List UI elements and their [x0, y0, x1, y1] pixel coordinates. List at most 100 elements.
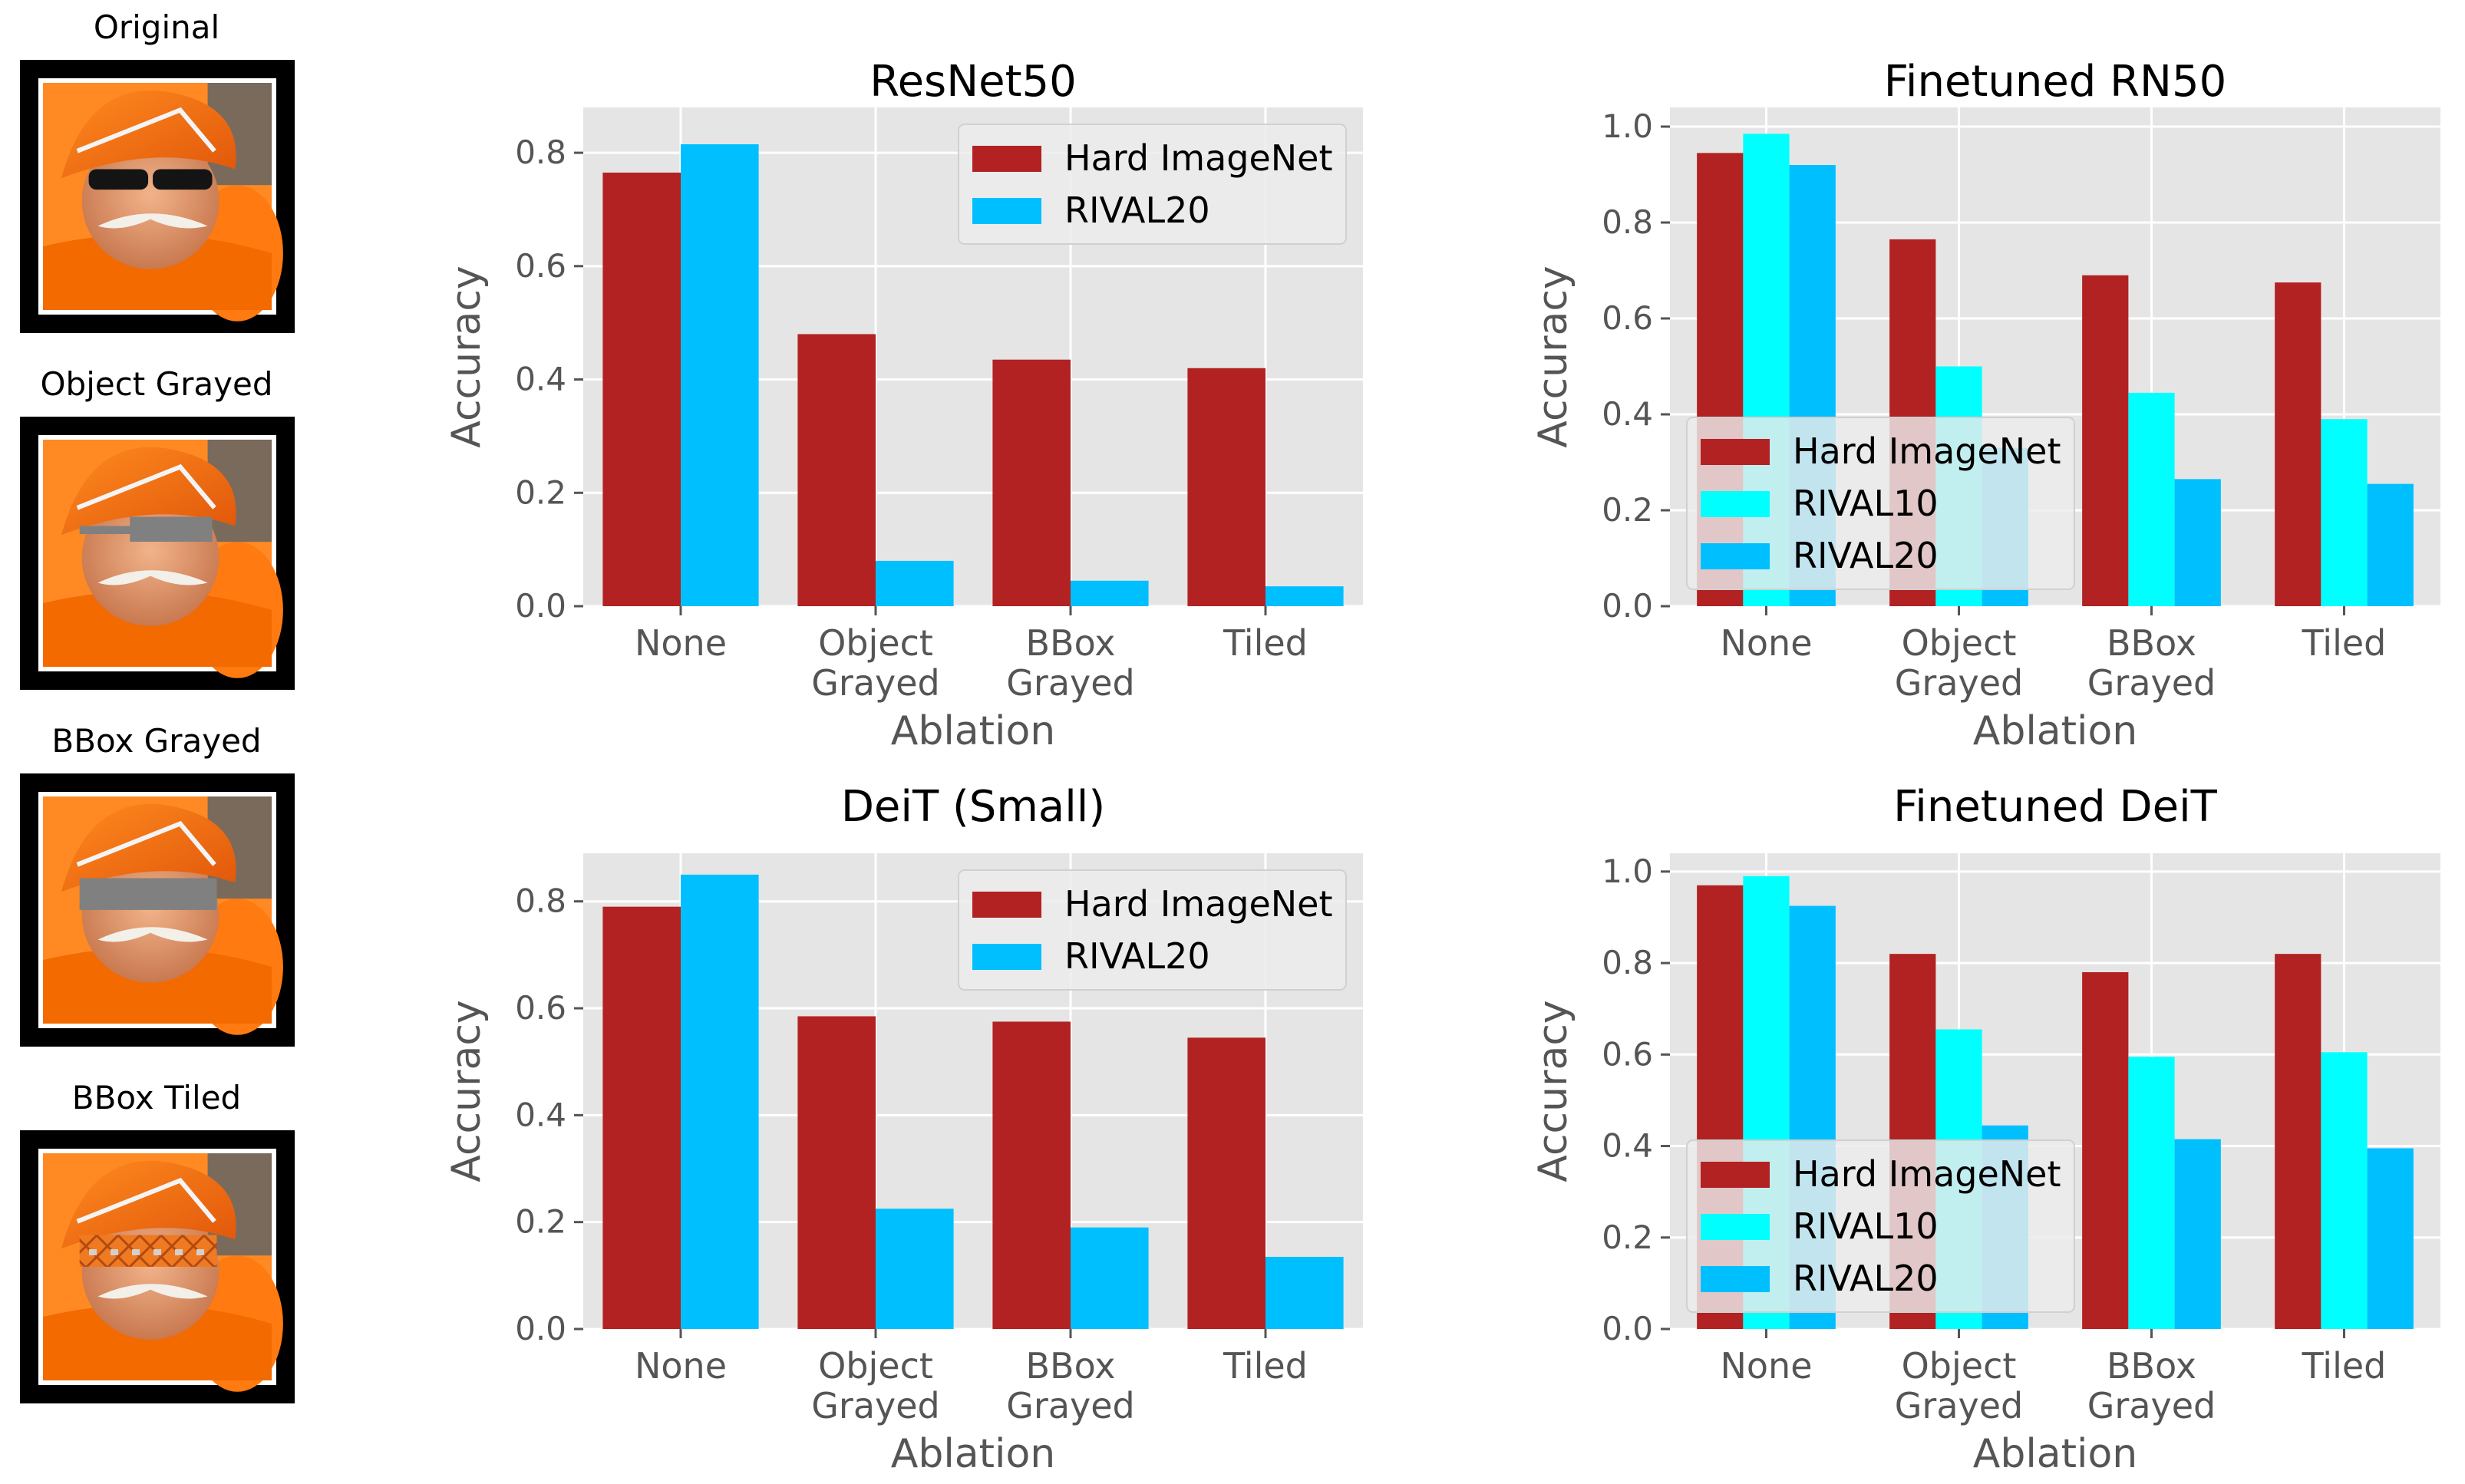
- bar-rival20: [1071, 1227, 1149, 1329]
- bar-hard-imagenet: [602, 172, 681, 606]
- bar-rival20: [2367, 483, 2414, 606]
- y-axis-label: Accuracy: [444, 265, 490, 447]
- x-tick-label: Tiled: [1223, 1345, 1308, 1387]
- y-axis-label: Accuracy: [1530, 1000, 1576, 1182]
- thumbnail-column: Original Object Grayed BBox Grayed BBox Til…: [20, 8, 295, 1403]
- x-tick-label: Tiled: [2302, 622, 2387, 664]
- charts-grid: 0.0 0.2 0.4 0.6 0.8 None Object Grayed BBox Graye…: [444, 57, 2440, 1477]
- bar-hard-imagenet: [797, 334, 876, 606]
- bar-hard-imagenet: [992, 359, 1071, 606]
- chart-title: Finetuned DeiT: [1893, 782, 2218, 832]
- bar-rival20: [1265, 586, 1344, 606]
- x-tick-label: Object Grayed: [811, 622, 939, 704]
- bar-hard-imagenet: [2275, 954, 2321, 1329]
- y-tick-label: 0.6: [1602, 299, 1653, 337]
- y-tick-label: 0.4: [1602, 1127, 1653, 1165]
- bar-hard-imagenet: [602, 906, 681, 1329]
- thumbnail-bbox-gray: BBox Grayed: [20, 722, 295, 1047]
- x-tick-label: None: [635, 1345, 727, 1387]
- y-tick-label: 0.6: [1602, 1035, 1653, 1073]
- y-tick-label: 0.2: [515, 473, 566, 511]
- portrait-image: [43, 440, 283, 678]
- legend-label: RIVAL20: [1793, 1258, 1939, 1299]
- thumbnail-label: Object Grayed: [40, 365, 272, 403]
- y-tick-label: 0.8: [1602, 203, 1653, 241]
- legend-label: Hard ImageNet: [1064, 883, 1333, 925]
- thumbnail-none: Original: [20, 8, 295, 333]
- legend-swatch: [1701, 491, 1770, 517]
- x-tick-label: None: [1720, 622, 1812, 664]
- chart-finetuned-rn50: 0.0 0.2 0.4 0.6 0.8 1.0 None Object Grayed BBox Gr…: [1530, 57, 2440, 754]
- y-axis-label: Accuracy: [444, 1000, 490, 1182]
- x-tick-label: Object Grayed: [1895, 1345, 2023, 1426]
- portrait-image: [43, 83, 283, 322]
- legend-swatch: [972, 146, 1041, 172]
- bar-rival20: [1265, 1256, 1344, 1329]
- x-tick-label: None: [1720, 1345, 1812, 1387]
- bar-hard-imagenet: [2082, 972, 2129, 1329]
- legend: Hard ImageNet RIVAL10 RIVAL20: [1686, 417, 2075, 590]
- y-tick-label: 0.8: [515, 134, 566, 171]
- x-axis-label: Ablation: [1973, 708, 2138, 754]
- y-tick-label: 0.4: [515, 361, 566, 398]
- bbox-tiled-mask: [79, 1235, 217, 1267]
- legend-swatch: [1701, 543, 1770, 569]
- y-tick-label: 0.0: [1602, 1310, 1653, 1347]
- y-tick-label: 0.0: [515, 587, 566, 625]
- bar-hard-imagenet: [2275, 282, 2321, 606]
- y-tick-label: 1.0: [1602, 852, 1653, 890]
- bar-rival10: [2128, 392, 2175, 606]
- legend-label: Hard ImageNet: [1793, 1153, 2061, 1195]
- legend: Hard ImageNet RIVAL10 RIVAL20: [1686, 1139, 2075, 1313]
- x-tick-label: Tiled: [2302, 1345, 2387, 1387]
- bar-hard-imagenet: [1187, 1037, 1265, 1329]
- y-tick-label: 0.8: [515, 882, 566, 920]
- y-tick-label: 0.2: [1602, 491, 1653, 529]
- legend-label: RIVAL10: [1793, 483, 1939, 524]
- legend-swatch: [972, 892, 1041, 918]
- x-axis-label: Ablation: [1973, 1431, 2138, 1477]
- x-tick-label: BBox Grayed: [2087, 622, 2216, 704]
- y-tick-label: 0.4: [515, 1096, 566, 1133]
- thumbnail-label: BBox Tiled: [72, 1079, 241, 1116]
- bar-hard-imagenet: [2082, 275, 2129, 606]
- bar-rival10: [2321, 1052, 2368, 1329]
- y-tick-label: 0.0: [515, 1310, 566, 1347]
- chart-title: Finetuned RN50: [1884, 57, 2226, 107]
- legend-label: Hard ImageNet: [1793, 430, 2061, 472]
- thumbnail-bbox-tiled: BBox Tiled: [20, 1079, 295, 1403]
- bar-rival20: [2174, 479, 2221, 606]
- bar-rival20: [2174, 1139, 2221, 1329]
- y-tick-label: 0.8: [1602, 944, 1653, 981]
- x-tick-label: BBox Grayed: [2087, 1345, 2216, 1426]
- legend-label: Hard ImageNet: [1064, 137, 1333, 179]
- legend-swatch: [1701, 1214, 1770, 1240]
- legend-swatch: [972, 198, 1041, 224]
- x-axis-label: Ablation: [891, 708, 1056, 754]
- object-gray-mask: [79, 516, 213, 542]
- legend: Hard ImageNet RIVAL20: [958, 124, 1347, 245]
- legend: Hard ImageNet RIVAL20: [958, 869, 1347, 991]
- legend-label: RIVAL20: [1793, 535, 1939, 576]
- x-tick-label: BBox Grayed: [1006, 1345, 1134, 1426]
- y-tick-label: 0.6: [515, 247, 566, 285]
- bar-rival20: [681, 874, 759, 1329]
- portrait-image: [43, 796, 283, 1035]
- chart-title: DeiT (Small): [841, 782, 1105, 832]
- x-axis-label: Ablation: [891, 1431, 1056, 1477]
- sunglasses-icon: [88, 169, 149, 190]
- x-tick-label: Object Grayed: [1895, 622, 2023, 704]
- chart-deit-small-: 0.0 0.2 0.4 0.6 0.8 None Object Grayed BBox Graye…: [444, 782, 1363, 1477]
- x-tick-label: Tiled: [1223, 622, 1308, 664]
- y-tick-label: 0.4: [1602, 395, 1653, 433]
- legend-label: RIVAL20: [1064, 190, 1210, 231]
- legend-label: RIVAL20: [1064, 935, 1210, 977]
- legend-swatch: [1701, 1162, 1770, 1188]
- bar-rival10: [2128, 1057, 2175, 1329]
- bbox-gray-mask: [79, 878, 217, 910]
- x-tick-label: None: [635, 622, 727, 664]
- chart-title: ResNet50: [870, 57, 1077, 107]
- y-axis-label: Accuracy: [1530, 265, 1576, 447]
- bar-hard-imagenet: [1187, 368, 1265, 606]
